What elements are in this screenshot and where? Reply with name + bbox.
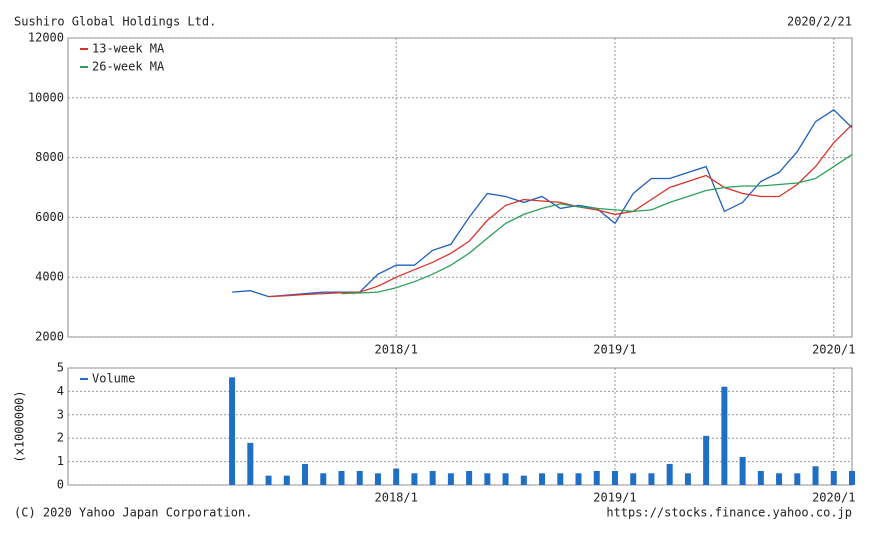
y-axis-label: (x1000000) bbox=[13, 390, 27, 462]
y-tick-label: 3 bbox=[57, 407, 64, 421]
y-tick-label: 0 bbox=[57, 478, 64, 492]
y-tick-label: 2000 bbox=[35, 330, 64, 344]
plot-frame bbox=[67, 367, 853, 486]
y-tick-label: 1 bbox=[57, 454, 64, 468]
volume-bar bbox=[575, 473, 582, 485]
y-tick-label: 5 bbox=[57, 361, 64, 375]
volume-bar bbox=[265, 475, 272, 485]
volume-bar bbox=[374, 473, 381, 485]
volume-bar bbox=[703, 435, 710, 485]
x-tick-label: 2018/1 bbox=[375, 491, 418, 505]
price-line bbox=[341, 154, 853, 295]
volume-bar bbox=[593, 470, 600, 485]
volume-bar bbox=[411, 473, 418, 485]
price-line bbox=[232, 108, 853, 298]
volume-bar bbox=[648, 473, 655, 485]
volume-bar bbox=[539, 473, 546, 485]
source-url: https://stocks.finance.yahoo.co.jp bbox=[606, 506, 852, 520]
volume-bar bbox=[794, 473, 801, 485]
y-tick-label: 8000 bbox=[35, 150, 64, 164]
volume-bar bbox=[611, 470, 618, 485]
volume-bar bbox=[520, 475, 527, 485]
legend-label: 13-week MA bbox=[92, 42, 165, 56]
volume-bar bbox=[812, 466, 819, 485]
x-tick-label: 2019/1 bbox=[593, 491, 636, 505]
plot-frame bbox=[67, 37, 853, 338]
volume-bar bbox=[320, 473, 327, 485]
volume-bar bbox=[502, 473, 509, 485]
copyright: (C) 2020 Yahoo Japan Corporation. bbox=[14, 506, 252, 520]
y-tick-label: 12000 bbox=[28, 31, 64, 45]
volume-bar bbox=[721, 386, 728, 485]
x-tick-label: 2020/1 bbox=[812, 491, 855, 505]
volume-bar bbox=[739, 456, 746, 485]
volume-bar bbox=[557, 473, 564, 485]
y-tick-label: 4000 bbox=[35, 270, 64, 284]
volume-bar bbox=[283, 475, 290, 485]
volume-bar bbox=[666, 463, 673, 485]
y-tick-label: 6000 bbox=[35, 210, 64, 224]
volume-bar bbox=[684, 473, 691, 485]
chart-date: 2020/2/21 bbox=[787, 15, 852, 29]
volume-bar bbox=[757, 470, 764, 485]
volume-bar bbox=[484, 473, 491, 485]
y-tick-label: 2 bbox=[57, 431, 64, 445]
company-title: Sushiro Global Holdings Ltd. bbox=[14, 15, 216, 29]
volume-bar bbox=[338, 470, 345, 485]
volume-bar bbox=[849, 470, 855, 485]
volume-bar bbox=[393, 468, 400, 485]
legend-label: Volume bbox=[92, 372, 135, 386]
x-tick-label: 2020/1 bbox=[812, 343, 855, 357]
y-tick-label: 4 bbox=[57, 384, 64, 398]
volume-bar bbox=[429, 470, 436, 485]
volume-bar bbox=[302, 463, 309, 485]
legend-label: 26-week MA bbox=[92, 60, 165, 74]
y-tick-label: 10000 bbox=[28, 90, 64, 104]
price-line bbox=[268, 124, 853, 298]
volume-bar bbox=[630, 473, 637, 485]
volume-bar bbox=[830, 470, 837, 485]
volume-bar bbox=[229, 377, 236, 485]
volume-bar bbox=[447, 473, 454, 485]
volume-bar bbox=[466, 470, 473, 485]
volume-bar bbox=[356, 470, 363, 485]
x-tick-label: 2019/1 bbox=[593, 343, 636, 357]
x-tick-label: 2018/1 bbox=[375, 343, 418, 357]
volume-bar bbox=[776, 473, 783, 485]
volume-bar bbox=[247, 442, 254, 485]
